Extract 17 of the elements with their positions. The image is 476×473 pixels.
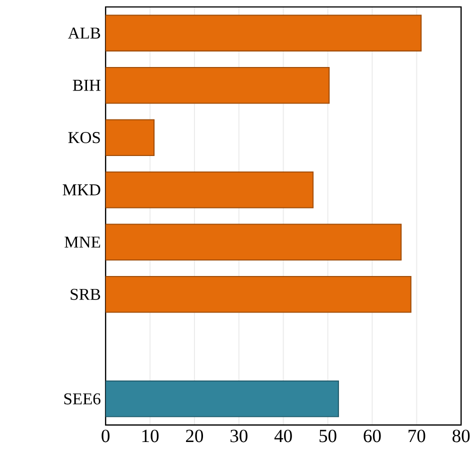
y-tick-label: KOS xyxy=(68,132,100,144)
x-tick-label: 20 xyxy=(186,430,204,442)
y-tick-label: SEE6 xyxy=(64,393,100,405)
x-tick-label: 70 xyxy=(408,430,426,442)
x-tick-label: 80 xyxy=(452,430,470,442)
x-tick-label: 60 xyxy=(364,430,381,442)
y-tick-label: ALB xyxy=(68,28,100,39)
y-tick-label: BIH xyxy=(72,80,100,91)
x-tick-label: 40 xyxy=(274,430,292,442)
x-tick-label: 50 xyxy=(320,430,336,442)
x-tick-label: 30 xyxy=(230,430,248,442)
x-tick-label: 10 xyxy=(142,430,159,442)
y-tick-label: MNE xyxy=(64,236,100,248)
y-tick-label: SRB xyxy=(70,288,100,300)
bar xyxy=(106,172,314,208)
x-tick-label: 0 xyxy=(102,430,110,442)
y-tick-label: MKD xyxy=(62,184,100,196)
